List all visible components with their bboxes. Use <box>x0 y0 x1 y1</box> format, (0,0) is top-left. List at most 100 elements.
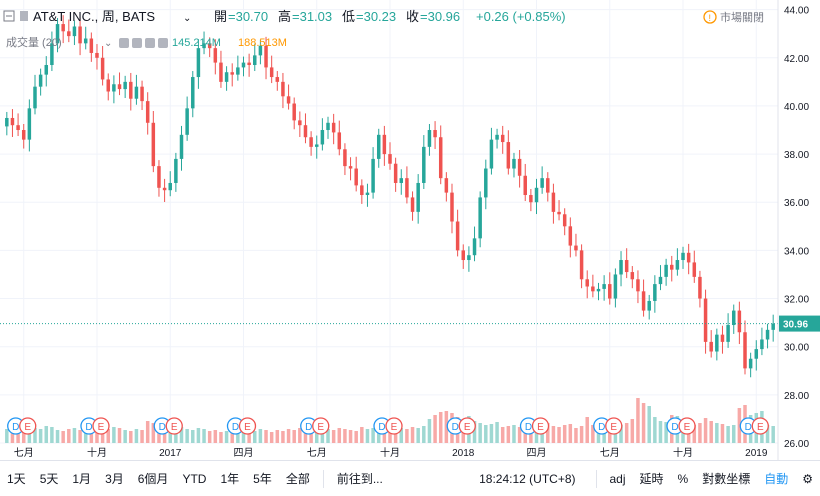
earnings-marker[interactable] <box>19 417 37 435</box>
candle-body <box>106 79 110 92</box>
range-all[interactable]: 全部 <box>285 472 310 486</box>
settings-icon[interactable] <box>132 38 142 48</box>
volume-bar <box>737 408 742 443</box>
volume-bar <box>50 427 54 443</box>
candle-body <box>21 130 26 140</box>
candle-body <box>534 187 539 203</box>
log-scale-toggle[interactable]: 對數坐標 <box>702 472 751 486</box>
volume-legend: 成交量 (20) ⌄ 145.214M 188.513M <box>6 35 287 49</box>
price-tick-label: 28.00 <box>784 391 809 402</box>
volume-bar <box>33 428 37 443</box>
volume-bar <box>771 426 775 443</box>
flag-icon <box>20 11 28 21</box>
earnings-marker[interactable] <box>312 417 330 435</box>
range-5d[interactable]: 5天 <box>39 472 59 486</box>
candle-body <box>619 260 623 275</box>
volume-bar <box>320 431 325 443</box>
range-3m[interactable]: 3月 <box>105 472 124 486</box>
close-icon[interactable] <box>158 38 168 48</box>
volume-bar <box>388 429 392 443</box>
clock[interactable]: 18:24:12 (UTC+8) <box>479 471 576 486</box>
range-1y[interactable]: 1年 <box>220 472 240 486</box>
candle-body <box>715 334 719 352</box>
earnings-marker-label: E <box>610 422 617 433</box>
candle-body <box>72 26 77 37</box>
candle-body <box>123 81 127 90</box>
candle-body <box>298 120 302 126</box>
close-label: 收 <box>406 9 419 24</box>
volume-bar <box>129 431 133 443</box>
volume-bar <box>698 423 702 443</box>
candle-body <box>444 178 449 193</box>
eye-icon[interactable] <box>119 38 129 48</box>
range-6m[interactable]: 6個月 <box>137 472 169 486</box>
time-tick-label: 十月 <box>380 446 400 459</box>
percent-toggle[interactable]: % <box>677 471 689 486</box>
earnings-marker[interactable] <box>605 417 623 435</box>
volume-bar <box>337 428 342 443</box>
candle-body <box>292 103 296 121</box>
earnings-marker[interactable] <box>751 417 769 435</box>
earnings-marker[interactable] <box>458 417 476 435</box>
range-1m[interactable]: 1月 <box>72 472 92 486</box>
candle-body <box>748 358 753 369</box>
range-ytd[interactable]: YTD <box>182 471 207 486</box>
goto-date-button[interactable]: 前往到... <box>336 472 383 486</box>
last-price-label: 30.96 <box>783 320 808 331</box>
candle-body <box>230 72 234 75</box>
earnings-marker[interactable] <box>385 417 403 435</box>
volume-bar <box>253 431 257 443</box>
candle-body <box>55 24 60 44</box>
volume-bar <box>624 423 629 443</box>
earnings-marker[interactable] <box>678 417 696 435</box>
volume-bars <box>5 398 775 443</box>
candle-body <box>506 142 511 169</box>
earnings-marker[interactable] <box>238 417 257 435</box>
auto-scale-toggle[interactable]: 自動 <box>764 472 789 486</box>
candle-body <box>145 101 150 123</box>
range-1d[interactable]: 1天 <box>7 472 26 486</box>
range-5y[interactable]: 5年 <box>253 472 272 486</box>
candle-body <box>151 122 156 167</box>
symbol-dropdown-chevron-icon[interactable]: ⌄ <box>183 13 191 24</box>
volume-bar <box>546 423 550 443</box>
earnings-marker[interactable] <box>531 417 550 435</box>
time-axis[interactable]: 七月 十月 2017 四月 七月 十月 2018 四月 七月 十月 2019 <box>14 446 768 459</box>
candle-body <box>731 310 736 326</box>
candle-body <box>95 52 99 58</box>
candle-body <box>112 84 116 92</box>
price-axis[interactable]: 26.00 28.00 30.00 32.00 34.00 36.00 38.00 40.00… <box>779 6 820 450</box>
volume-chevron-icon[interactable]: ⌄ <box>104 38 112 49</box>
chart-background <box>0 0 820 460</box>
volume-bar <box>557 427 561 443</box>
candle-body <box>410 197 415 212</box>
header-legend: AT&T INC., 周, BATS ⌄ 開 =30.70 高 =31.03 低… <box>3 9 764 24</box>
candle-body <box>438 137 443 179</box>
earnings-marker[interactable] <box>165 417 183 435</box>
volume-bar <box>478 423 482 443</box>
volume-bar <box>354 431 358 443</box>
adj-toggle[interactable]: adj <box>609 471 626 486</box>
earnings-marker[interactable] <box>92 417 110 435</box>
extended-hours-toggle[interactable]: 延時 <box>639 472 664 486</box>
earnings-marker-label: E <box>757 422 764 433</box>
volume-label[interactable]: 成交量 (20) <box>6 35 62 49</box>
volume-bar <box>72 428 77 443</box>
candle-body <box>219 62 223 82</box>
candle-body <box>517 158 522 176</box>
candle-body <box>709 341 713 352</box>
volume-bar <box>185 429 189 443</box>
symbol-title[interactable]: AT&T INC., 周, BATS <box>33 9 155 24</box>
volume-bar <box>151 423 156 443</box>
volume-bar <box>416 428 420 443</box>
candle-body <box>461 250 466 261</box>
candle-body <box>613 274 618 299</box>
candle-body <box>630 272 635 280</box>
collapse-icon[interactable] <box>3 10 15 22</box>
gear-icon[interactable]: ⚙ <box>802 471 813 486</box>
add-icon[interactable] <box>145 38 155 48</box>
volume-bar <box>219 432 223 443</box>
